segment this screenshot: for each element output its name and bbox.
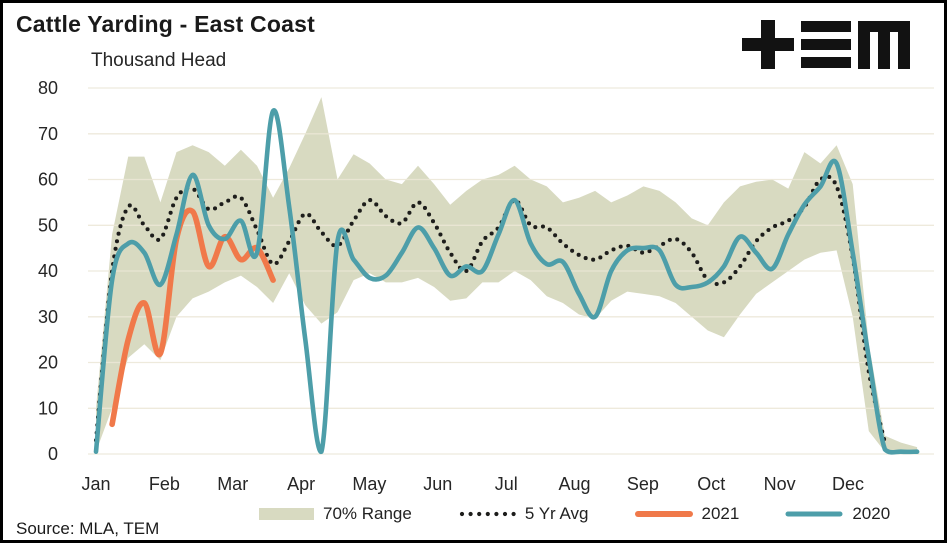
line-2021-swatch (634, 511, 693, 517)
legend-label-5yr-avg: 5 Yr Avg (524, 504, 589, 523)
x-tick-feb: Feb (149, 474, 180, 494)
legend-label-2020: 2020 (852, 504, 891, 523)
y-tick-10: 10 (38, 398, 58, 418)
y-tick-60: 60 (38, 170, 58, 190)
gridlines (88, 87, 934, 455)
legend-item-5yr-avg: 5 Yr Avg (458, 504, 589, 524)
y-tick-80: 80 (38, 78, 58, 98)
x-tick-may: May (352, 474, 386, 494)
page-title: Cattle Yarding - East Coast (16, 11, 315, 37)
range-band-swatch (259, 508, 314, 520)
line-2020-swatch (785, 511, 843, 517)
tem-logo (742, 20, 912, 75)
legend-item-70-range: 70% Range (259, 504, 412, 524)
x-tick-oct: Oct (697, 474, 725, 494)
y-tick-30: 30 (38, 307, 58, 327)
x-tick-aug: Aug (558, 474, 590, 494)
logo-plus-icon (742, 20, 794, 69)
range-band (96, 97, 918, 453)
dotted-line-swatch (459, 511, 516, 517)
legend-item-2020: 2020 (785, 504, 890, 524)
y-axis-units-label: Thousand Head (91, 50, 227, 71)
five-yr-avg-line (93, 174, 887, 445)
y-tick-40: 40 (38, 261, 58, 281)
chart-legend: 70% Range 5 Yr Avg 2021 2020 (259, 504, 890, 524)
y-axis-tick-labels: 80 70 60 50 40 30 20 10 0 (38, 78, 58, 464)
legend-label-2021: 2021 (701, 504, 740, 523)
logo-bars-icon (801, 21, 851, 68)
y-tick-50: 50 (38, 215, 58, 235)
x-tick-nov: Nov (764, 474, 796, 494)
x-tick-mar: Mar (217, 474, 248, 494)
x-axis-month-labels: Jan Feb Mar Apr May Jun Jul Aug Sep Oct Nov Dec (81, 474, 864, 494)
cattle-yarding-chart: 80 70 60 50 40 30 20 10 0 Jan Feb Mar Apr May Jun Jul A… (38, 78, 934, 494)
series-lines (93, 108, 920, 455)
logo-m-icon (858, 21, 910, 69)
legend-label-70-range: 70% Range (323, 504, 412, 523)
x-tick-jun: Jun (423, 474, 452, 494)
line-2021 (109, 207, 276, 428)
y-tick-70: 70 (38, 124, 58, 144)
source-note: Source: MLA, TEM (16, 519, 160, 538)
x-tick-sep: Sep (627, 474, 659, 494)
legend-item-2021: 2021 (634, 504, 740, 524)
y-tick-20: 20 (38, 353, 58, 373)
x-tick-jan: Jan (81, 474, 110, 494)
x-tick-apr: Apr (287, 474, 315, 494)
line-2020 (93, 108, 920, 455)
y-tick-0: 0 (48, 444, 58, 464)
x-tick-jul: Jul (495, 474, 518, 494)
x-tick-dec: Dec (832, 474, 864, 494)
